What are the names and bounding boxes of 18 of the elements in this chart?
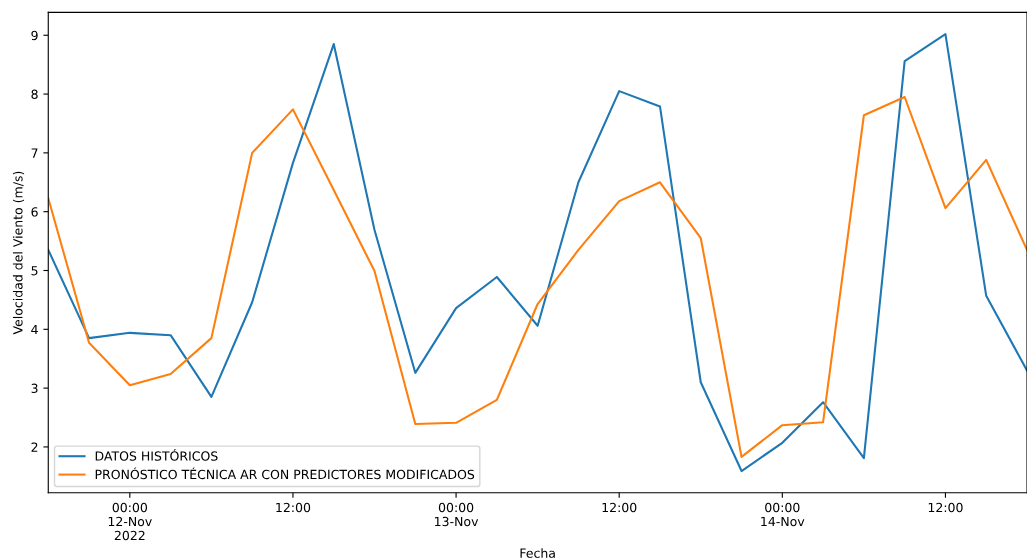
- x-tick-label: 12:00: [928, 502, 963, 513]
- y-tick-label: 6: [31, 207, 38, 217]
- y-tick-label: 7: [31, 148, 38, 158]
- y-tick-label: 3: [31, 383, 38, 394]
- x-tick-label: 00:00 12-Nov 2022: [108, 502, 152, 541]
- x-tick-label: 12:00: [276, 502, 311, 513]
- x-tick-label: 00:00 13-Nov: [435, 502, 479, 527]
- legend-label: DATOS HISTÓRICOS: [95, 449, 218, 461]
- x-tick-label: 12:00: [602, 502, 637, 513]
- y-axis-title: Velocidad del Viento (m/s): [12, 171, 25, 335]
- y-tick-label: 5: [31, 266, 38, 276]
- y-tick-label: 4: [31, 324, 38, 335]
- x-tick-label: 00:00 14-Nov: [761, 502, 805, 527]
- legend-label: PRONÓSTICO TÉCNICA AR CON PREDICTORES MODIFICADOS: [95, 467, 475, 480]
- y-tick-label: 8: [31, 89, 38, 99]
- y-tick-label: 9: [31, 30, 38, 41]
- y-tick-label: 2: [31, 442, 38, 452]
- x-axis-title: Fecha: [520, 548, 555, 558]
